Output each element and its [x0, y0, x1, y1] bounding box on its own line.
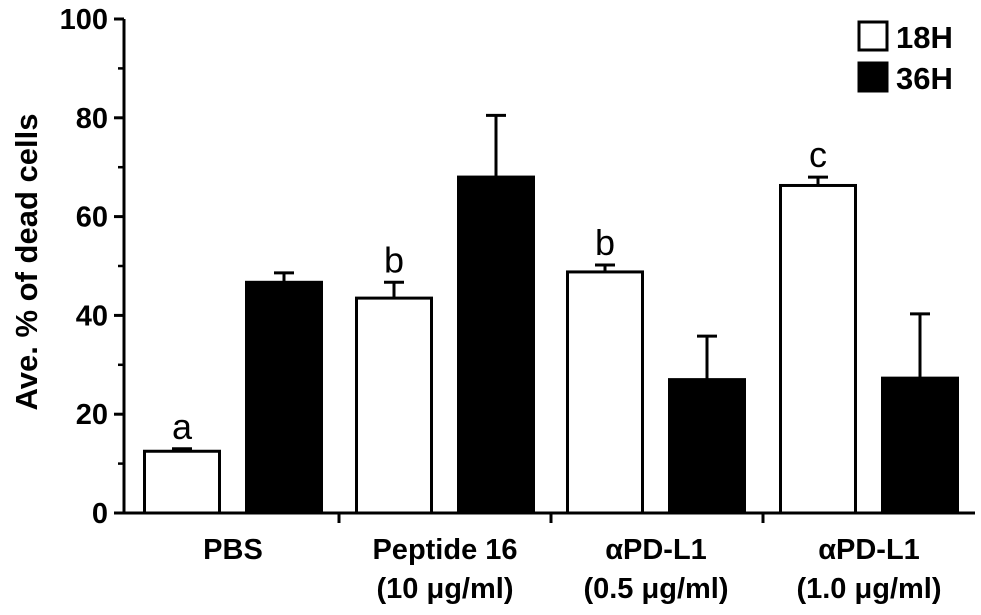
- y-tick-label: 100: [60, 4, 108, 36]
- significance-label: c: [809, 134, 827, 175]
- y-tick-label: 0: [92, 498, 108, 530]
- bar-18h-3: [779, 183, 857, 515]
- significance-label: b: [384, 239, 404, 280]
- bar-36h-2: [668, 378, 746, 515]
- category-label-line1: Peptide 16: [372, 534, 517, 566]
- bar-36h-1: [457, 175, 535, 515]
- bar-36h-0: [245, 280, 323, 515]
- category-label-line2: (10 μg/ml): [377, 573, 514, 605]
- bar-18h-0: [143, 449, 221, 515]
- bar-36h-3: [881, 376, 959, 515]
- category-label-line1: PBS: [203, 534, 263, 566]
- x-ticks: [337, 513, 765, 523]
- category-label-line2: (1.0 μg/ml): [796, 573, 941, 605]
- legend-swatch-36h: [857, 61, 889, 93]
- legend-swatch-18h: [857, 20, 889, 52]
- bars: [143, 175, 959, 515]
- y-axis-label: Ave. % of dead cells: [9, 114, 44, 411]
- category-label-line2: (0.5 μg/ml): [583, 573, 728, 605]
- significance-label: b: [595, 222, 615, 263]
- error-bars: [172, 113, 930, 452]
- category-label-line1: αPD-L1: [818, 534, 920, 566]
- legend-label-18h: 18H: [896, 20, 953, 55]
- bar-18h-1: [355, 296, 433, 515]
- category-label-line1: αPD-L1: [605, 534, 707, 566]
- legend-label-36h: 36H: [896, 61, 953, 96]
- bar-18h-2: [566, 270, 644, 515]
- significance-labels: a b b c: [172, 134, 827, 447]
- y-tick-label: 40: [76, 300, 108, 332]
- y-tick-label: 80: [76, 103, 108, 135]
- category-labels: PBS Peptide 16 (10 μg/ml) αPD-L1 (0.5 μg/ml)…: [203, 534, 941, 605]
- y-tick-label: 20: [76, 399, 108, 431]
- y-ticks: 0 20 40 60 80 100: [60, 4, 124, 530]
- y-tick-label: 60: [76, 202, 108, 234]
- significance-label: a: [172, 406, 193, 447]
